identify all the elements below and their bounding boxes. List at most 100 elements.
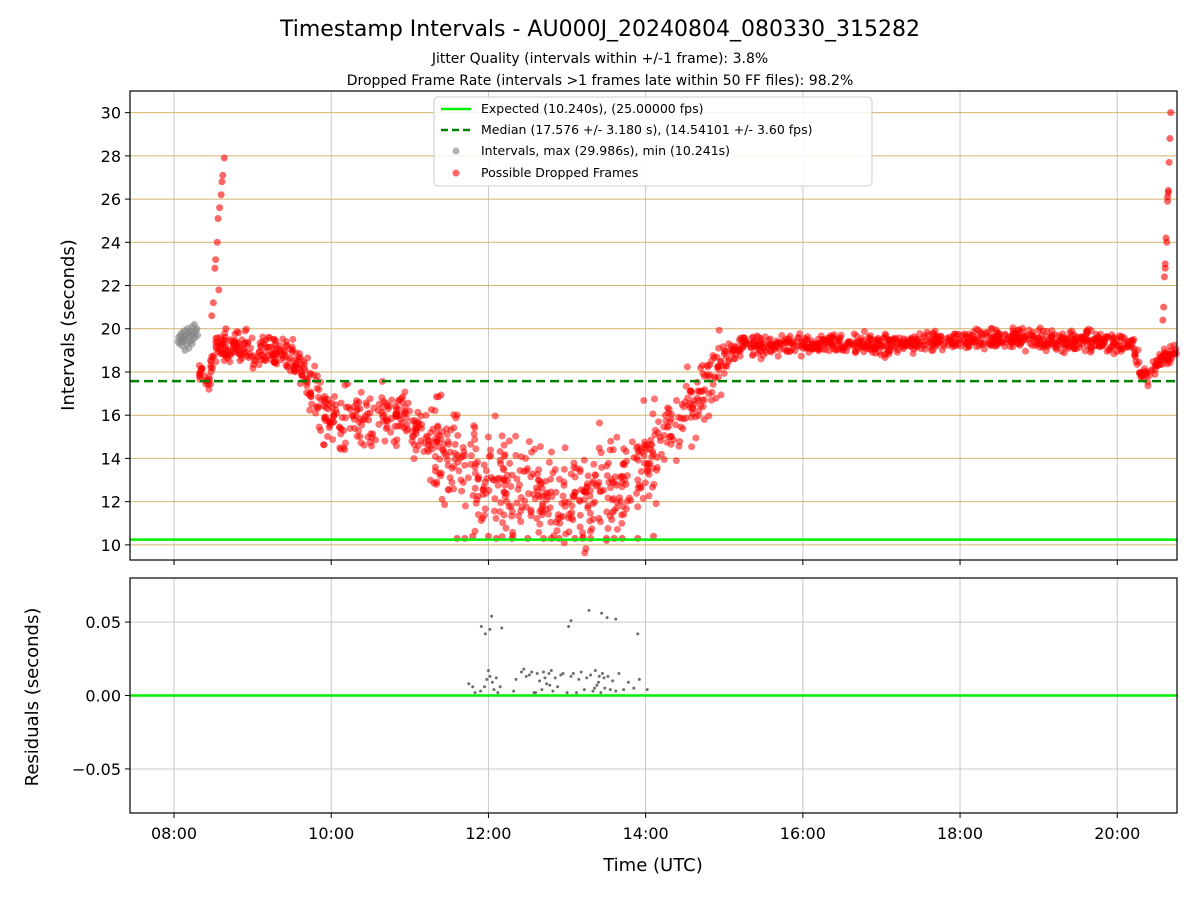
dropped-frame-point: [536, 520, 544, 528]
dropped-frame-point: [1125, 341, 1133, 349]
dropped-frame-point: [874, 339, 882, 347]
dropped-frame-point: [611, 473, 619, 481]
dropped-frame-point: [723, 352, 731, 360]
dropped-frame-point: [622, 480, 630, 488]
dropped-frame-point: [679, 425, 687, 433]
residuals-y-tick-label: −0.05: [72, 760, 121, 779]
dropped-frame-point: [648, 453, 656, 461]
residual-point: [595, 683, 599, 687]
dropped-frame-point: [455, 467, 463, 475]
dropped-frame-point: [699, 387, 707, 395]
dropped-frame-point: [581, 488, 589, 496]
dropped-frame-point: [797, 352, 805, 360]
dropped-frame-point: [435, 393, 443, 401]
dropped-frame-point: [350, 424, 358, 432]
dropped-frame-point: [608, 496, 616, 504]
dropped-frame-point: [603, 472, 611, 480]
dropped-frame-point: [513, 499, 521, 507]
dropped-frame-point: [1029, 335, 1037, 343]
dropped-frame-point: [1118, 344, 1126, 352]
dropped-frame-point: [784, 336, 792, 344]
dropped-frame-point: [364, 410, 372, 418]
dropped-frame-point: [498, 533, 506, 541]
dropped-frame-point: [683, 363, 691, 371]
dropped-frame-point: [494, 481, 502, 489]
dropped-frame-point: [500, 452, 508, 460]
dropped-frame-point: [551, 465, 559, 473]
dropped-frame-point: [978, 329, 986, 337]
residual-point: [603, 686, 607, 690]
dropped-frame-point: [1021, 347, 1029, 355]
dropped-frame-point: [353, 432, 361, 440]
dropped-frame-point: [926, 339, 934, 347]
dropped-frame-point: [633, 444, 641, 452]
dropped-frame-point: [441, 501, 449, 509]
dropped-frame-point: [442, 452, 450, 460]
dropped-frame-point: [472, 445, 480, 453]
dropped-frame-point: [753, 332, 761, 340]
dropped-frame-point: [461, 461, 469, 469]
residual-point: [494, 676, 498, 680]
dropped-frame-point: [492, 514, 500, 522]
dropped-frame-point: [512, 451, 520, 459]
dropped-frame-point: [461, 502, 469, 510]
intervals-y-tick-label: 14: [101, 449, 121, 468]
dropped-frame-point: [605, 478, 613, 486]
residual-point: [527, 673, 531, 677]
dropped-frame-point: [317, 396, 325, 404]
residual-point: [543, 676, 547, 680]
dropped-frame-point: [435, 469, 443, 477]
dropped-frame-point: [241, 327, 249, 335]
dropped-frame-point: [436, 455, 444, 463]
dropped-frame-point: [967, 332, 975, 340]
dropped-frame-point: [341, 439, 349, 447]
dropped-frame-point: [323, 432, 331, 440]
dropped-frame-point: [576, 511, 584, 519]
dropped-frame-point: [1052, 345, 1060, 353]
dropped-frame-point: [987, 342, 995, 350]
dropped-frame-point: [270, 352, 278, 360]
dropped-frame-point: [561, 502, 569, 510]
dropped-frame-point: [355, 398, 363, 406]
dropped-frame-point: [586, 527, 594, 535]
dropped-frame-point: [788, 345, 796, 353]
dropped-frame-point: [652, 500, 660, 508]
dropped-frame-point: [576, 468, 584, 476]
dropped-frame-rate-subtitle: Dropped Frame Rate (intervals >1 frames …: [347, 73, 854, 89]
dropped-frame-point: [1040, 336, 1048, 344]
dropped-frame-point: [664, 404, 672, 412]
residual-point: [606, 674, 610, 678]
dropped-frame-point: [375, 420, 383, 428]
dropped-frame-point: [645, 492, 653, 500]
legend-dropped-swatch: [452, 169, 460, 177]
dropped-frame-point: [697, 402, 705, 410]
dropped-frame-point: [662, 417, 670, 425]
dropped-frame-point: [213, 238, 221, 246]
residuals-axes: −0.05 0.00 0.05 08:00 10:00 12:00 14:00 16:00 18…: [72, 613, 1140, 843]
dropped-frame-point: [484, 433, 492, 441]
dropped-frame-point: [743, 339, 751, 347]
dropped-frame-point: [1072, 345, 1080, 353]
dropped-frame-point: [586, 492, 594, 500]
dropped-frame-point: [412, 429, 420, 437]
dropped-frame-point: [450, 485, 458, 493]
dropped-frame-point: [634, 476, 642, 484]
residual-point: [559, 673, 563, 677]
dropped-frame-point: [1159, 353, 1167, 361]
dropped-frame-point: [616, 497, 624, 505]
dropped-frame-point: [471, 469, 479, 477]
dropped-frame-point: [467, 440, 475, 448]
dropped-frame-point: [439, 446, 447, 454]
dropped-frame-point: [402, 427, 410, 435]
dropped-frame-point: [283, 362, 291, 370]
dropped-frame-point: [589, 515, 597, 523]
dropped-frame-point: [348, 411, 356, 419]
dropped-frame-point: [514, 485, 522, 493]
dropped-frame-point: [529, 470, 537, 478]
dropped-frame-point: [920, 334, 928, 342]
dropped-frame-point: [236, 357, 244, 365]
dropped-frame-point: [479, 486, 487, 494]
dropped-frame-point: [1036, 324, 1044, 332]
dropped-frame-point: [246, 350, 254, 358]
dropped-frame-point: [548, 493, 556, 501]
